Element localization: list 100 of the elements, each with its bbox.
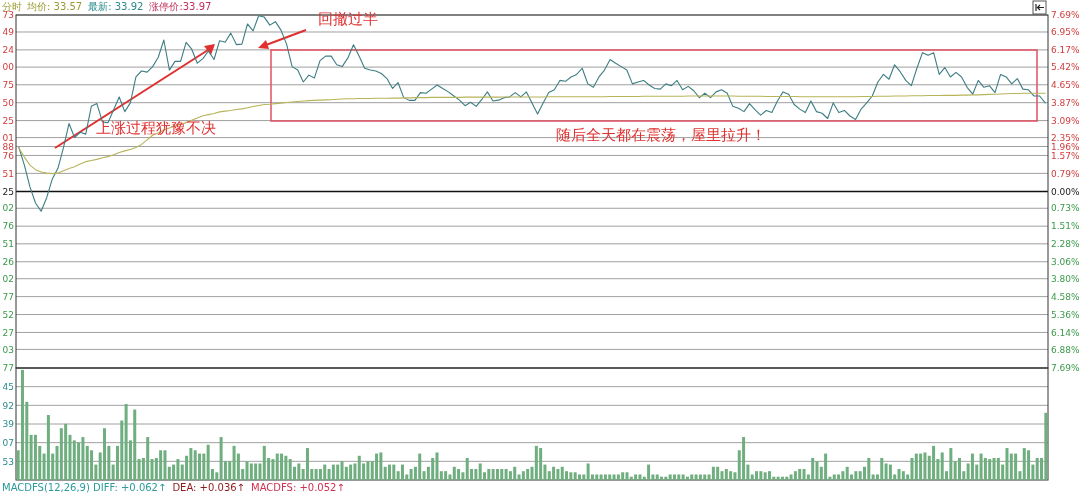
y-tick-label: 4.65% bbox=[1051, 79, 1080, 90]
bar bbox=[331, 464, 335, 480]
text: 27 bbox=[2, 327, 14, 338]
text: DEA: +0.036↑ bbox=[172, 482, 245, 493]
bar bbox=[193, 450, 197, 480]
bar bbox=[625, 472, 629, 480]
bar bbox=[202, 453, 206, 480]
bar bbox=[150, 459, 154, 480]
bar bbox=[979, 453, 983, 480]
bar bbox=[901, 471, 905, 480]
text: 76 bbox=[2, 221, 15, 232]
bar bbox=[81, 437, 85, 480]
bar bbox=[513, 466, 517, 480]
bar bbox=[1027, 450, 1031, 480]
bar bbox=[379, 452, 383, 480]
bar bbox=[608, 474, 612, 480]
bar bbox=[957, 457, 961, 480]
bar bbox=[491, 468, 495, 480]
text: 26 bbox=[2, 256, 15, 267]
text: 88 bbox=[2, 141, 15, 152]
bar bbox=[638, 474, 642, 480]
y-tick-label: 3.06% bbox=[1051, 256, 1080, 267]
bar bbox=[336, 464, 340, 480]
bar bbox=[910, 457, 914, 480]
bar bbox=[508, 471, 512, 480]
annotation: 随后全天都在震荡，屋里拉升！ bbox=[556, 126, 766, 144]
bar bbox=[1005, 448, 1009, 480]
bar bbox=[318, 468, 322, 480]
bar bbox=[444, 471, 448, 480]
bar bbox=[176, 459, 180, 480]
y-tick-label: 3.09% bbox=[1051, 115, 1080, 126]
text: 52 bbox=[2, 309, 14, 320]
bar bbox=[215, 472, 219, 480]
bar bbox=[798, 468, 802, 480]
bar bbox=[953, 461, 957, 480]
y-tick-label: 3.87% bbox=[1051, 97, 1080, 108]
y-tick-label: 6.95% bbox=[1051, 27, 1080, 38]
bar bbox=[474, 468, 478, 480]
bar bbox=[46, 415, 50, 480]
bar bbox=[616, 474, 620, 480]
text: 涨停价:33.97 bbox=[149, 1, 212, 12]
bar bbox=[573, 472, 577, 480]
bar bbox=[275, 453, 279, 480]
bar bbox=[297, 463, 301, 480]
text: 25 bbox=[2, 186, 14, 197]
bar bbox=[634, 474, 638, 480]
y-tick-label: 6.88% bbox=[1051, 344, 1080, 355]
bar bbox=[988, 459, 992, 480]
text: 24 bbox=[2, 45, 15, 56]
bar bbox=[660, 476, 664, 480]
bar bbox=[763, 472, 767, 480]
bar bbox=[694, 474, 698, 480]
bar bbox=[504, 468, 508, 480]
bar bbox=[724, 468, 728, 480]
bar bbox=[776, 476, 780, 480]
bar bbox=[1022, 448, 1026, 480]
bar bbox=[867, 457, 871, 480]
bar bbox=[340, 461, 344, 480]
bar bbox=[664, 476, 668, 480]
bar bbox=[802, 468, 806, 480]
bar bbox=[845, 466, 849, 480]
bar bbox=[72, 440, 76, 480]
bar bbox=[409, 468, 413, 480]
bar bbox=[323, 464, 327, 480]
bar bbox=[552, 466, 556, 480]
bar bbox=[271, 459, 275, 480]
bar bbox=[452, 466, 456, 480]
bar bbox=[668, 474, 672, 480]
bar bbox=[495, 468, 499, 480]
text: 02 bbox=[2, 273, 14, 284]
bar bbox=[578, 474, 581, 480]
bar bbox=[569, 472, 573, 480]
bar bbox=[759, 471, 763, 480]
bar bbox=[1044, 412, 1048, 480]
bar bbox=[681, 474, 685, 480]
bar bbox=[720, 471, 724, 480]
text: 01 bbox=[2, 132, 14, 143]
bar bbox=[29, 434, 33, 480]
bar bbox=[383, 466, 387, 480]
bar bbox=[647, 464, 651, 480]
bar bbox=[1035, 457, 1039, 480]
bar bbox=[435, 452, 439, 480]
bar bbox=[353, 463, 357, 480]
y-tick-label: 5.42% bbox=[1051, 62, 1080, 73]
bar bbox=[262, 445, 266, 480]
bar bbox=[888, 464, 892, 480]
bar bbox=[349, 464, 353, 480]
bar bbox=[996, 457, 1000, 480]
bar bbox=[517, 474, 521, 480]
bar bbox=[327, 468, 331, 480]
bar bbox=[854, 471, 858, 480]
bar bbox=[400, 464, 404, 480]
bar bbox=[871, 474, 875, 480]
bar bbox=[685, 476, 689, 480]
bar bbox=[785, 476, 789, 480]
bar bbox=[461, 472, 465, 480]
bar bbox=[245, 461, 249, 480]
bar bbox=[375, 453, 379, 480]
bar bbox=[560, 466, 564, 480]
bar bbox=[858, 471, 862, 480]
